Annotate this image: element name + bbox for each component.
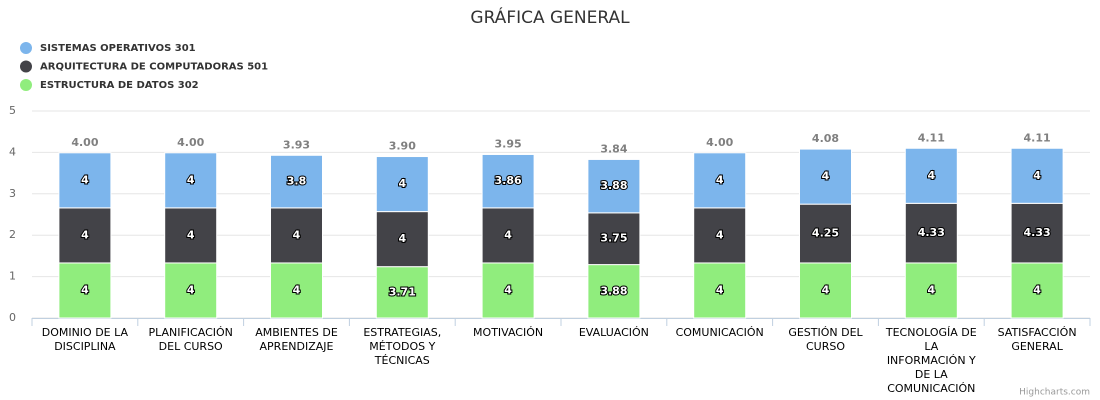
stack-label: 4.11 <box>918 131 945 144</box>
chart-title: GRÁFICA GENERAL <box>470 6 630 28</box>
data-label: 3.8 <box>287 175 307 188</box>
data-label: 4 <box>398 232 406 245</box>
y-tick-label: 1 <box>9 270 16 283</box>
stack-label: 3.84 <box>600 142 627 155</box>
stack-label: 4.11 <box>1024 131 1051 144</box>
data-label: 3.88 <box>600 179 627 192</box>
legend-marker <box>20 79 32 91</box>
data-label: 4 <box>81 173 89 186</box>
credits: Highcharts.com <box>1019 388 1090 398</box>
bar-segment <box>481 262 535 319</box>
bar-segment <box>58 207 112 264</box>
stack-label: 4.00 <box>706 136 733 149</box>
data-label: 4 <box>927 283 935 296</box>
x-tick-label: AMBIENTES DE APRENDIZAJE <box>255 326 338 353</box>
stack-label: 4.08 <box>812 132 839 145</box>
bar-segment <box>375 211 429 268</box>
bar-segment <box>164 262 218 319</box>
bar-segment <box>904 147 958 204</box>
data-label: 4 <box>716 173 724 186</box>
bar-segment <box>58 262 112 319</box>
bar-segment <box>270 262 323 319</box>
data-label: 4 <box>822 170 830 183</box>
bar-segment <box>164 207 218 264</box>
x-tick-label: TECNOLOGÍA DE LA INFORMACIÓN Y DE LA COM… <box>885 326 977 395</box>
legend-marker <box>20 42 32 54</box>
bar-segment <box>1010 147 1064 204</box>
x-tick-label: PLANIFICACIÓN DEL CURSO <box>148 326 233 353</box>
bar-segment <box>799 203 852 264</box>
stack-label: 3.90 <box>389 140 416 153</box>
x-tick-label: COMUNICACIÓN <box>675 326 764 339</box>
data-label: 4 <box>716 228 724 241</box>
bar-segment <box>1010 262 1064 319</box>
data-label: 4 <box>1033 283 1041 296</box>
data-label: 4 <box>187 173 195 186</box>
data-label: 4 <box>1033 169 1041 182</box>
bar-segment <box>587 158 641 214</box>
legend-label: SISTEMAS OPERATIVOS 301 <box>40 43 196 54</box>
data-label: 4 <box>927 169 935 182</box>
x-tick-label: GESTIÓN DEL CURSO <box>788 326 863 353</box>
data-label: 4.33 <box>918 226 945 239</box>
bar-segment <box>481 153 535 209</box>
bar-segment <box>693 207 747 264</box>
stack-label: 3.93 <box>283 138 310 151</box>
bar-segment <box>1010 202 1064 264</box>
legend-marker <box>20 60 32 73</box>
data-label: 4 <box>81 228 89 241</box>
bar-segment <box>693 152 747 209</box>
bar-segment <box>58 152 112 209</box>
data-label: 3.86 <box>495 174 522 187</box>
y-tick-label: 5 <box>9 104 16 117</box>
data-label: 3.75 <box>600 232 627 245</box>
y-tick-label: 3 <box>9 187 16 200</box>
data-label: 4 <box>398 177 406 190</box>
x-tick-label: SATISFACCIÓN GENERAL <box>997 326 1077 353</box>
bar-segment <box>270 154 323 209</box>
bar-segment <box>904 202 958 264</box>
bar-segment <box>799 148 852 205</box>
data-label: 3.71 <box>389 285 416 298</box>
x-tick-label: ESTRATEGIAS, MÉTODOS Y TÉCNICAS <box>363 326 442 367</box>
bar-segment <box>904 262 958 319</box>
data-label: 4 <box>504 228 512 241</box>
x-tick-label: EVALUACIÓN <box>578 326 649 339</box>
y-tick-label: 4 <box>9 145 16 158</box>
stack-label: 4.00 <box>177 136 204 149</box>
stack-label: 3.95 <box>495 137 522 150</box>
data-label: 4 <box>504 283 512 296</box>
data-label: 4.33 <box>1024 226 1051 239</box>
data-label: 4.25 <box>812 227 839 240</box>
data-label: 4 <box>293 228 301 241</box>
data-label: 3.88 <box>600 284 627 297</box>
data-label: 4 <box>293 283 301 296</box>
data-label: 4 <box>187 228 195 241</box>
bar-segment <box>375 156 429 213</box>
data-label: 4 <box>187 283 195 296</box>
legend-label: ESTRUCTURA DE DATOS 302 <box>40 80 199 91</box>
bar-segment <box>587 212 641 266</box>
data-label: 4 <box>81 283 89 296</box>
data-label: 4 <box>822 283 830 296</box>
y-tick-label: 0 <box>9 311 16 324</box>
data-label: 4 <box>716 283 724 296</box>
x-tick-label: MOTIVACIÓN <box>473 326 544 339</box>
x-tick-label: DOMINIO DE LA DISCIPLINA <box>41 326 129 353</box>
bar-segment <box>375 266 429 319</box>
stack-label: 4.00 <box>71 136 98 149</box>
y-tick-label: 2 <box>9 228 16 241</box>
legend-label: ARQUITECTURA DE COMPUTADORAS 501 <box>40 62 268 73</box>
bar-segment <box>164 152 218 209</box>
